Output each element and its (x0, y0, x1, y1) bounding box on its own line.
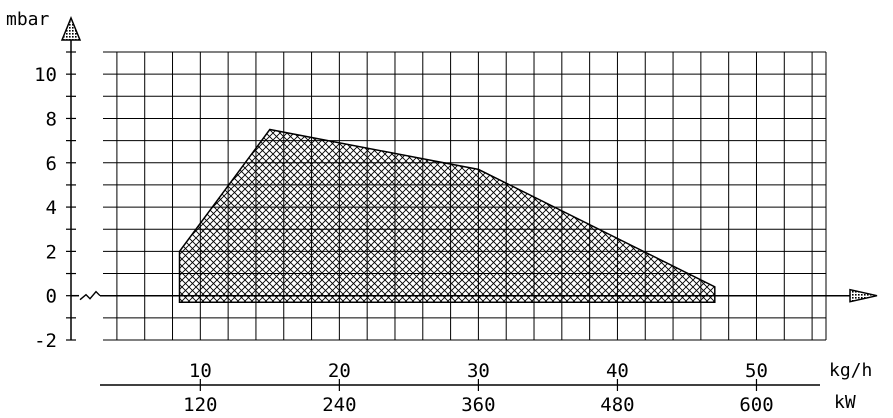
x2-tick-label: 360 (461, 394, 495, 416)
x2-tick-label: 600 (739, 394, 773, 416)
x-tick-label: 20 (328, 360, 351, 382)
y-tick-label: -2 (34, 330, 57, 352)
x-tick-label: 30 (467, 360, 490, 382)
x2-tick-label: 120 (183, 394, 217, 416)
x2-tick-label: 480 (600, 394, 634, 416)
y-axis-label: mbar (6, 9, 50, 30)
plot-area (178, 128, 716, 304)
x-tick-label: 40 (606, 360, 629, 382)
axis-break-mark (79, 290, 101, 301)
x-axis-arrow (849, 288, 878, 303)
y-tick-label: 10 (34, 64, 57, 86)
x-axis-label: kg/h (829, 360, 872, 381)
y-tick-label: 4 (46, 197, 57, 219)
y-tick-label: 2 (46, 241, 57, 263)
x-tick-label: 10 (189, 360, 212, 382)
area-series-mark (178, 128, 716, 304)
y-tick-label: 0 (46, 286, 57, 308)
x2-tick-label: 240 (322, 394, 356, 416)
y-axis-arrow (60, 16, 82, 41)
labels: -2 0 2 4 6 8 10 mbar 10 20 30 40 50 120 240 360 480 600 kg… (6, 9, 872, 416)
x-tick-label: 50 (745, 360, 768, 382)
y-tick-label: 8 (46, 108, 57, 130)
x2-axis-label: kW (834, 392, 856, 413)
y-tick-label: 6 (46, 153, 57, 175)
axes (60, 16, 878, 391)
